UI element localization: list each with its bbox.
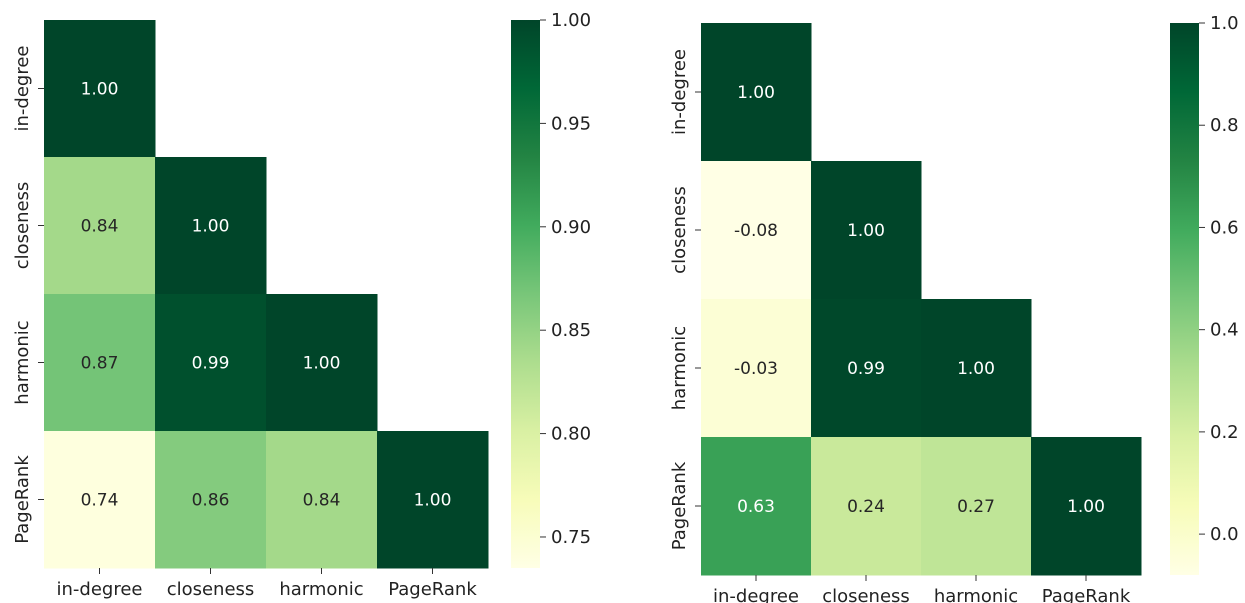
y-tick-label: closeness	[669, 186, 690, 274]
x-tick-label: closeness	[822, 586, 910, 603]
cell-value-label: 1.00	[957, 359, 995, 379]
heatmap-panel-right: 1.00 -0.08 1.00 -0.03 0.99 1.00 0.63 0.24 0.27 1.…	[669, 13, 1239, 603]
heatmap-cell	[155, 294, 267, 432]
colorbar-tick-label: 0.2	[1210, 422, 1239, 443]
cell-value-label: 1.00	[414, 491, 452, 511]
cell-value-label: 0.99	[192, 354, 230, 374]
cell-value-label: 0.99	[847, 359, 885, 379]
heatmap-cell	[155, 431, 267, 569]
cell-value-label: 0.84	[303, 491, 341, 511]
cell-value-label: 1.00	[192, 217, 230, 237]
heatmap-panel-left: 1.00 0.84 1.00 0.87 0.99 1.00 0.74 0.86 0.84 1.00…	[12, 10, 591, 600]
cell-value-label: 0.86	[192, 491, 230, 511]
y-tick-label: PageRank	[12, 455, 33, 544]
cell-value-label: 0.74	[81, 491, 119, 511]
heatmap-cell	[811, 161, 922, 300]
colorbar-tick-label: 0.90	[551, 217, 591, 238]
cell-value-label: 1.00	[303, 354, 341, 374]
colorbar-tick-label: 0.85	[551, 320, 591, 341]
x-tick-label: PageRank	[388, 579, 477, 600]
cell-value-label: 0.24	[847, 497, 885, 517]
heatmap-cell	[44, 431, 156, 569]
heatmap-cell	[921, 299, 1032, 438]
heatmap-cell	[811, 299, 922, 438]
y-tick-label: in-degree	[669, 49, 690, 135]
cell-value-label: 1.00	[1067, 497, 1105, 517]
y-tick-label: in-degree	[12, 46, 33, 132]
colorbar-tick-label: 0.4	[1210, 320, 1239, 341]
heatmap-cell	[266, 294, 378, 432]
colorbar-tick-label: 1.0	[1210, 13, 1239, 34]
y-tick-label: harmonic	[669, 326, 690, 410]
x-tick-label: PageRank	[1042, 586, 1131, 603]
x-tick-label: in-degree	[713, 586, 799, 603]
heatmap-cell	[811, 437, 922, 576]
y-tick-label: harmonic	[12, 320, 33, 404]
colorbar	[511, 20, 540, 568]
colorbar-tick-label: 0.80	[551, 424, 591, 445]
heatmap-cell	[701, 299, 812, 438]
heatmap-cell	[701, 437, 812, 576]
cell-value-label: 1.00	[847, 221, 885, 241]
y-tick-label: PageRank	[669, 461, 690, 550]
cell-value-label: -0.08	[734, 221, 778, 241]
heatmap-cell	[44, 157, 156, 295]
heatmap-cell	[1031, 437, 1142, 576]
heatmap-cell	[44, 294, 156, 432]
cell-value-label: 0.27	[957, 497, 995, 517]
x-tick-label: in-degree	[57, 579, 143, 600]
colorbar	[1170, 23, 1199, 575]
cell-value-label: 0.87	[81, 354, 119, 374]
cell-value-label: 0.63	[737, 497, 775, 517]
y-tick-label: closeness	[12, 182, 33, 270]
x-tick-label: harmonic	[279, 579, 363, 600]
heatmap-cell	[155, 157, 267, 295]
heatmap-cell	[921, 437, 1032, 576]
heatmap-cell	[701, 161, 812, 300]
colorbar-tick-label: 0.8	[1210, 115, 1239, 136]
colorbar-tick-label: 0.6	[1210, 217, 1239, 238]
heatmap-cell	[377, 431, 489, 569]
colorbar-tick-label: 0.0	[1210, 524, 1239, 545]
heatmap-cell	[701, 23, 812, 162]
x-tick-label: closeness	[167, 579, 255, 600]
colorbar-tick-label: 0.75	[551, 527, 591, 548]
cell-value-label: 0.84	[81, 217, 119, 237]
cell-value-label: 1.00	[737, 83, 775, 103]
x-tick-label: harmonic	[934, 586, 1018, 603]
heatmap-cell	[266, 431, 378, 569]
colorbar-tick-label: 0.95	[551, 113, 591, 134]
cell-value-label: -0.03	[734, 359, 778, 379]
cell-value-label: 1.00	[81, 80, 119, 100]
colorbar-tick-label: 1.00	[551, 10, 591, 31]
heatmap-cell	[44, 20, 156, 158]
